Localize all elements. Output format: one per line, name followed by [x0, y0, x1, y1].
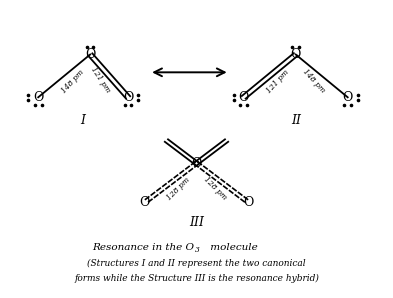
Text: I: I — [81, 114, 86, 127]
Text: O: O — [85, 48, 95, 61]
Text: O: O — [290, 48, 301, 61]
Text: (Structures I and II represent the two canonical: (Structures I and II represent the two c… — [87, 259, 306, 268]
Text: O: O — [243, 196, 253, 209]
Text: Resonance in the O: Resonance in the O — [92, 243, 194, 252]
Text: 148 pm: 148 pm — [301, 68, 327, 95]
Text: O: O — [123, 91, 133, 104]
Text: 121 pm: 121 pm — [89, 66, 112, 94]
Text: O: O — [343, 91, 353, 104]
Text: III: III — [189, 216, 204, 229]
Text: 3: 3 — [195, 246, 200, 254]
Text: II: II — [291, 114, 301, 127]
Text: O: O — [191, 157, 202, 170]
Text: O: O — [239, 91, 249, 104]
Text: forms while the Structure III is the resonance hybrid): forms while the Structure III is the res… — [74, 274, 319, 283]
Text: 148 pm: 148 pm — [60, 68, 85, 95]
Text: 128 pm: 128 pm — [165, 176, 192, 202]
Text: molecule: molecule — [207, 243, 258, 252]
Text: 128 pm: 128 pm — [202, 175, 228, 201]
Text: 121 pm: 121 pm — [265, 68, 291, 95]
Text: O: O — [140, 196, 150, 209]
Text: O: O — [33, 91, 43, 104]
